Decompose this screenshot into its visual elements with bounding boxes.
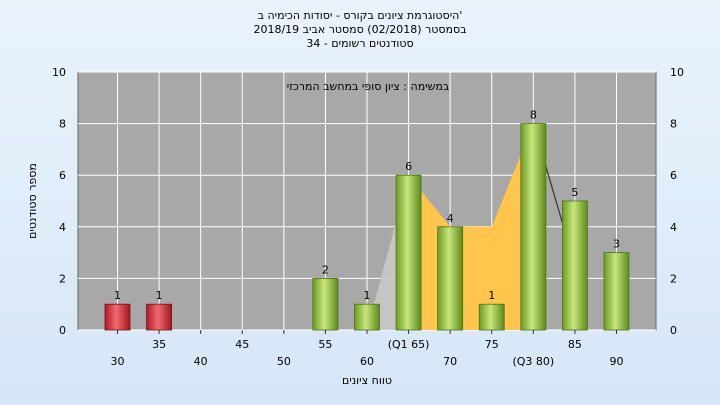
y-axis-title: מספר סטודנטים	[26, 163, 39, 239]
value-label-10: 8	[530, 109, 537, 122]
y-tick-left-0: 0	[59, 324, 66, 337]
x-tick-label-8: 70	[443, 355, 457, 368]
x-tick-label-10: (Q3 80)	[512, 355, 554, 368]
value-label-7: 6	[405, 160, 412, 173]
x-tick-label-3: 45	[235, 338, 249, 351]
x-tick-label-4: 50	[277, 355, 291, 368]
title-line-1: היסטוגרמת ציונים בקורס - יסודות הכימיה ב…	[258, 9, 463, 22]
bar-0	[104, 303, 131, 331]
x-tick-label-2: 40	[194, 355, 208, 368]
x-tick-label-6: 60	[360, 355, 374, 368]
y-tick-left-3: 6	[59, 169, 66, 182]
title-line-2: בסמסטר (02/2018) סמסטר אביב 2018/19	[253, 23, 466, 36]
x-tick-label-0: 30	[111, 355, 125, 368]
y-tick-left-4: 8	[59, 118, 66, 131]
gridlines	[78, 71, 656, 331]
x-tick-label-5: 55	[318, 338, 332, 351]
y-tick-right-5: 10	[670, 66, 684, 79]
x-tick-label-11: 85	[568, 338, 582, 351]
bar-10	[520, 123, 547, 331]
bars	[104, 123, 630, 331]
value-label-1: 1	[156, 289, 163, 302]
x-tick-label-7: (Q1 65)	[388, 338, 430, 351]
value-label-6: 1	[364, 289, 371, 302]
x-axis-title: טווח ציונים	[342, 374, 392, 387]
bar-8	[437, 226, 464, 331]
bar-11	[562, 200, 588, 331]
y-tick-right-2: 4	[670, 221, 677, 234]
value-labels: 1 1 2 1 6 4 1 8 5 3	[114, 109, 620, 303]
value-label-9: 1	[488, 289, 495, 302]
x-tick-label-1: 35	[152, 338, 166, 351]
bar-7	[395, 174, 422, 331]
bar-5	[312, 277, 339, 331]
y-tick-right-0: 0	[670, 324, 677, 337]
value-label-11: 5	[571, 186, 578, 199]
y-axis-left: 0 2 4 6 8 10	[52, 66, 66, 337]
y-tick-left-5: 10	[52, 66, 66, 79]
chart-annotation: במשימה : ציון סופי במחשב המרכזי	[287, 80, 450, 93]
x-axis: 30 35 40 45 50 55 60 (Q1 65) 70 75 (Q3 80) 85 90	[111, 330, 623, 368]
value-label-12: 3	[613, 238, 620, 251]
y-tick-right-4: 8	[670, 118, 677, 131]
value-label-0: 1	[114, 289, 121, 302]
title-line-3: סטודנטים רשומים - 34	[306, 37, 413, 50]
bar-1	[146, 303, 172, 331]
x-tick-label-9: 75	[485, 338, 499, 351]
y-axis-right: 0 2 4 6 8 10	[670, 66, 684, 337]
value-label-5: 2	[322, 263, 329, 276]
y-tick-left-2: 4	[59, 221, 66, 234]
bar-6	[354, 303, 380, 331]
y-tick-right-1: 2	[670, 272, 677, 285]
bar-12	[603, 252, 630, 331]
chart-title: היסטוגרמת ציונים בקורס - יסודות הכימיה ב…	[253, 9, 466, 50]
bar-9	[478, 303, 505, 331]
y-tick-right-3: 6	[670, 169, 677, 182]
x-tick-label-12: 90	[609, 355, 623, 368]
value-label-8: 4	[447, 212, 454, 225]
y-tick-left-1: 2	[59, 272, 66, 285]
